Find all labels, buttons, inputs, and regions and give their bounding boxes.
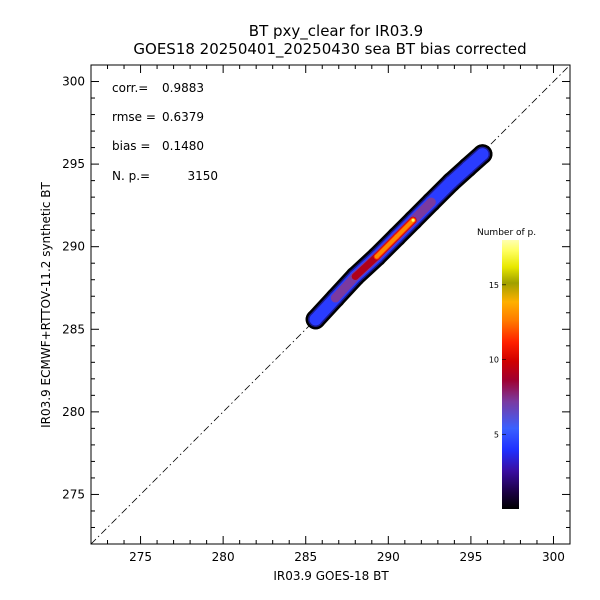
stat-np-label: N. p.= — [112, 169, 150, 183]
plot-frame — [90, 64, 571, 545]
y-axis: 275 280 285 290 295 300 — [62, 64, 570, 545]
density-segment — [394, 218, 416, 239]
stats-box: corr.= 0.9883 rmse = 0.6379 bias = 0.148… — [112, 81, 218, 183]
y-tick-label: 280 — [62, 405, 85, 419]
y-axis-label: IR03.9 ECMWF+RTTOV-11.2 synthetic BT — [39, 181, 53, 427]
y-tick-label: 300 — [62, 75, 85, 89]
colorbar-gradient — [502, 240, 519, 509]
chart-title: BT pxy_clear for IR03.9 — [249, 22, 423, 41]
colorbar-title: Number of p. — [477, 228, 536, 238]
colorbar-tick-label: 10 — [489, 356, 499, 365]
x-tick-label: 290 — [377, 550, 400, 564]
x-axis-label: IR03.9 GOES-18 BT — [273, 569, 389, 583]
stat-bias-value: 0.1480 — [162, 139, 204, 153]
colorbar: Number of p. 5 10 15 — [477, 228, 536, 509]
density-segment — [330, 271, 360, 303]
x-tick-label: 280 — [212, 550, 235, 564]
density-point — [461, 161, 474, 174]
density-point — [394, 234, 399, 239]
colorbar-tick-label: 5 — [494, 430, 499, 439]
x-tick-label: 300 — [542, 550, 565, 564]
density-point — [426, 197, 436, 207]
stat-corr-value: 0.9883 — [162, 81, 204, 95]
density-point — [330, 293, 340, 303]
x-tick-label: 295 — [459, 550, 482, 564]
x-tick-label: 285 — [294, 550, 317, 564]
density-point — [445, 176, 458, 189]
x-axis: 275 280 285 290 295 300 — [90, 65, 571, 564]
y-tick-label: 275 — [62, 487, 85, 501]
stat-corr-label: corr.= — [112, 81, 148, 95]
density-point — [374, 254, 379, 259]
density-segment — [351, 253, 381, 280]
density-point — [351, 272, 359, 280]
density-point — [411, 218, 415, 222]
chart-subtitle: GOES18 20250401_20250430 sea BT bias cor… — [133, 40, 526, 59]
y-tick-label: 295 — [62, 157, 85, 171]
density-cloud — [305, 144, 493, 330]
density-segment — [374, 234, 399, 259]
density-point — [476, 148, 489, 161]
density-level-7 — [411, 218, 415, 222]
stat-bias-label: bias = — [112, 139, 150, 153]
y-tick-label: 285 — [62, 322, 85, 336]
stat-np-value: 3150 — [187, 169, 218, 183]
x-tick-label: 275 — [129, 550, 152, 564]
colorbar-tick-label: 15 — [489, 281, 499, 290]
density-point — [309, 313, 322, 326]
y-tick-label: 290 — [62, 240, 85, 254]
stat-rmse-label: rmse = — [112, 110, 156, 124]
stat-rmse-value: 0.6379 — [162, 110, 204, 124]
